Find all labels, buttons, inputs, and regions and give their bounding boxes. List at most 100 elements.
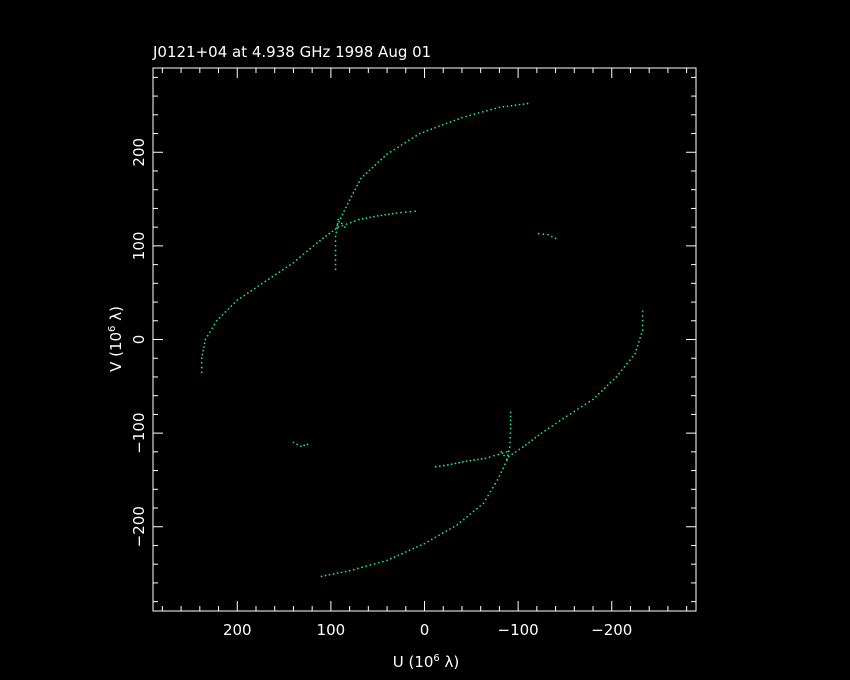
- uv-point: [267, 278, 270, 281]
- uv-point: [345, 206, 347, 209]
- uv-point: [353, 220, 356, 223]
- uv-point: [359, 177, 362, 180]
- uv-point: [465, 115, 468, 118]
- uv-point: [542, 233, 545, 236]
- uv-point: [573, 410, 576, 413]
- uv-point: [438, 534, 440, 537]
- uv-point: [434, 536, 437, 539]
- uv-point: [303, 444, 306, 447]
- uv-point: [358, 218, 360, 221]
- uv-point: [637, 340, 640, 343]
- uv-point: [618, 372, 620, 375]
- uv-point: [540, 432, 543, 435]
- uv-point: [377, 161, 380, 164]
- uv-point: [547, 427, 550, 430]
- uv-point: [305, 250, 308, 253]
- uv-point: [221, 313, 224, 316]
- uv-point: [609, 381, 612, 384]
- uv-point: [411, 137, 414, 140]
- uv-point: [213, 323, 216, 326]
- uv-point: [501, 452, 504, 455]
- uv-point: [325, 235, 328, 237]
- uv-point: [458, 461, 461, 464]
- uv-point: [476, 507, 478, 510]
- uv-point: [507, 450, 510, 453]
- uv-point: [334, 259, 337, 261]
- uv-point: [334, 268, 337, 271]
- uv-track: [337, 210, 417, 229]
- uv-point: [315, 242, 318, 244]
- uv-point: [509, 432, 512, 435]
- uv-point: [498, 475, 501, 477]
- uv-track: [292, 441, 309, 448]
- uv-point: [537, 232, 540, 235]
- uv-point: [509, 415, 512, 418]
- uv-point: [218, 316, 221, 319]
- uv-point: [274, 273, 277, 276]
- uv-point: [395, 212, 398, 215]
- uv-point: [201, 353, 204, 356]
- uv-point: [537, 434, 540, 437]
- uv-point: [509, 419, 512, 422]
- uv-point: [547, 233, 549, 236]
- uv-point: [498, 106, 501, 109]
- uv-point: [562, 417, 565, 420]
- uv-point: [386, 153, 388, 156]
- uv-point: [373, 562, 376, 565]
- uv-point: [441, 123, 444, 126]
- uv-point: [514, 450, 517, 453]
- uv-point: [469, 114, 472, 117]
- uv-point: [489, 490, 492, 493]
- x-axis-label-exponent: 6: [433, 653, 439, 664]
- uv-point: [344, 570, 347, 573]
- uv-point: [336, 227, 338, 229]
- uv-point: [299, 256, 302, 259]
- uv-point: [343, 210, 346, 212]
- uv-point: [393, 148, 396, 151]
- uv-point: [300, 445, 302, 448]
- uv-point: [503, 454, 505, 457]
- uv-point: [449, 121, 452, 123]
- uv-point: [493, 454, 495, 457]
- uv-point: [641, 310, 644, 313]
- uv-point: [438, 465, 441, 468]
- uv-point: [380, 158, 383, 161]
- axis-ticks: [153, 68, 696, 611]
- x-tick-label: 200: [223, 621, 252, 639]
- y-tick-labels: −200 −100 0 100 200: [130, 138, 148, 547]
- uv-point: [477, 112, 480, 114]
- uv-track: [320, 310, 644, 578]
- uv-point: [338, 220, 340, 223]
- uv-point: [555, 422, 557, 425]
- uv-point: [479, 505, 482, 507]
- uv-point: [334, 244, 337, 247]
- uv-point: [597, 392, 600, 395]
- uv-point: [409, 210, 412, 213]
- uv-point: [334, 263, 337, 266]
- uv-point: [334, 254, 337, 257]
- uv-point: [606, 384, 609, 387]
- uv-point: [491, 486, 494, 489]
- x-tick-label: 100: [317, 621, 346, 639]
- x-tick-label: 0: [420, 621, 430, 639]
- uv-point: [389, 150, 392, 153]
- uv-point: [203, 346, 205, 348]
- uv-point: [322, 237, 324, 240]
- uv-track: [537, 232, 557, 240]
- uv-point: [339, 217, 342, 220]
- uv-point: [500, 471, 503, 474]
- uv-point: [354, 188, 357, 191]
- uv-point: [447, 464, 449, 466]
- uv-point: [461, 116, 463, 119]
- uv-point: [257, 285, 260, 288]
- uv-point: [426, 129, 429, 132]
- uv-point: [449, 528, 451, 530]
- uv-point: [628, 359, 631, 362]
- uv-point: [374, 164, 377, 166]
- uv-point: [324, 574, 327, 577]
- uv-point: [461, 461, 464, 463]
- uv-point: [356, 184, 358, 187]
- uv-point: [514, 104, 517, 107]
- uv-point: [518, 448, 521, 451]
